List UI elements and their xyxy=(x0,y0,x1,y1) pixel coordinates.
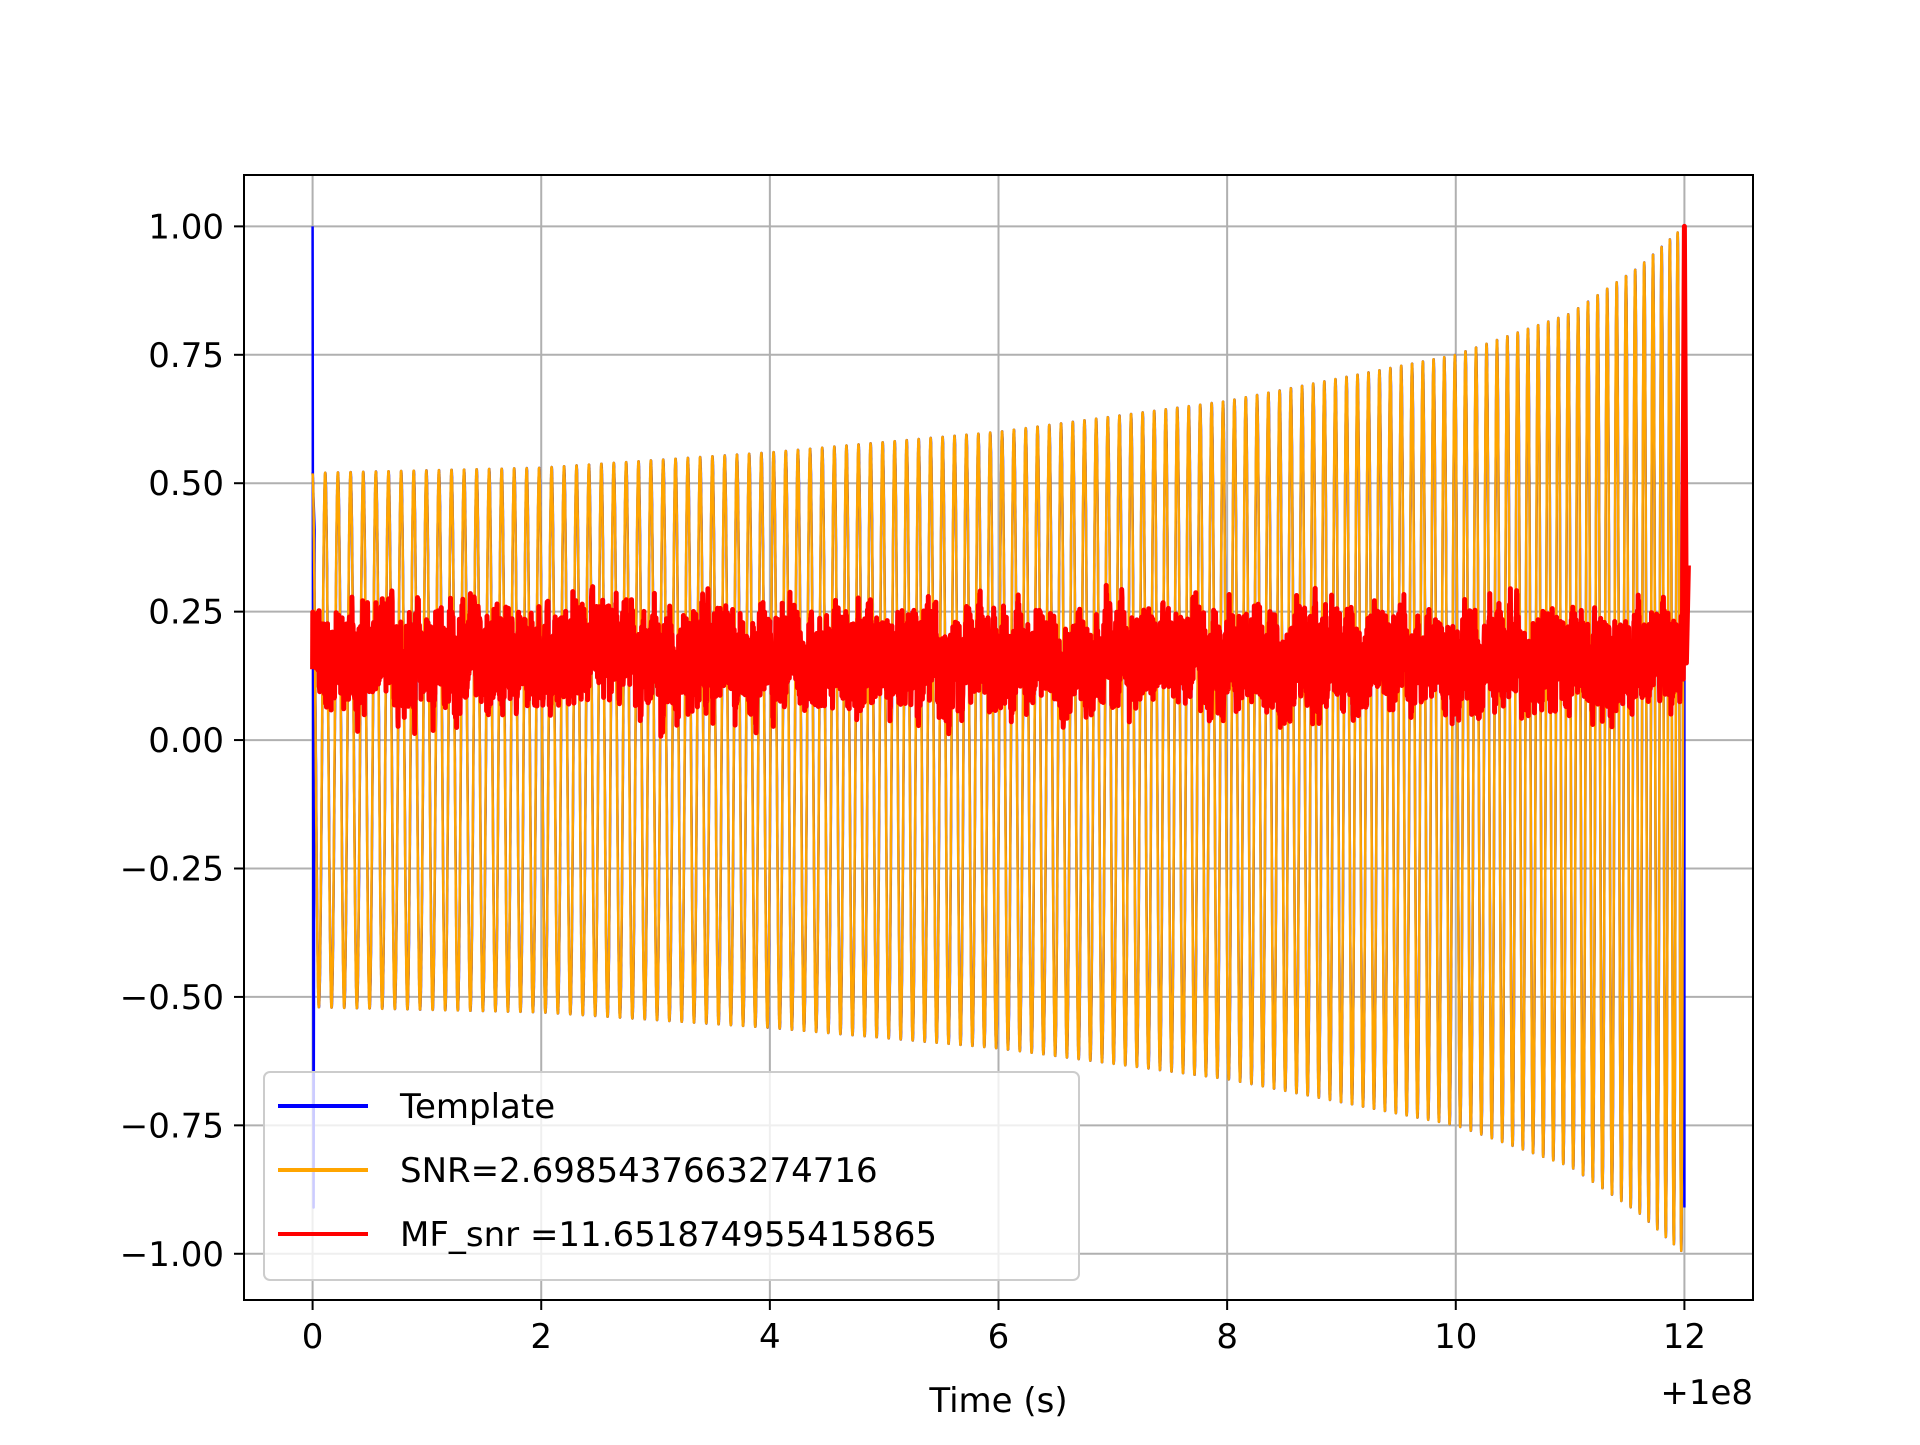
y-tick-label: 0.75 xyxy=(148,336,224,376)
legend-label: SNR=2.6985437663274716 xyxy=(400,1151,878,1191)
series-layer xyxy=(310,223,1691,1253)
y-tick-label: 1.00 xyxy=(148,207,224,247)
y-tick-label: −0.25 xyxy=(120,849,224,889)
x-tick-label: 2 xyxy=(530,1317,552,1357)
x-axis-label: Time (s) xyxy=(928,1381,1067,1421)
x-tick-label: 4 xyxy=(759,1317,781,1357)
legend-label: MF_snr =11.651874955415865 xyxy=(400,1215,937,1255)
x-tick-label: 0 xyxy=(302,1317,324,1357)
x-tick-label: 12 xyxy=(1663,1317,1706,1357)
x-tick-label: 8 xyxy=(1216,1317,1238,1357)
y-tick-label: 0.50 xyxy=(148,464,224,504)
x-tick-label: 6 xyxy=(988,1317,1010,1357)
y-tick-label: −1.00 xyxy=(120,1235,224,1275)
y-tick-label: 0.00 xyxy=(148,721,224,761)
y-tick-label: 0.25 xyxy=(148,593,224,633)
x-tick-label: 10 xyxy=(1434,1317,1477,1357)
y-tick-label: −0.50 xyxy=(120,978,224,1018)
legend-box xyxy=(263,1071,1080,1281)
ticks: 0 2 4 6 8 10 12 1.00 0.75 0.50 0.25 0.00 −0.25 −0.50 −… xyxy=(120,207,1706,1357)
x-axis-offset-label: +1e8 xyxy=(1660,1373,1753,1413)
legend: Template SNR=2.6985437663274716 MF_snr =11… xyxy=(263,1071,1080,1281)
series-line-3 xyxy=(310,223,1691,739)
y-tick-label: −0.75 xyxy=(120,1106,224,1146)
legend-label: Template xyxy=(399,1087,555,1127)
